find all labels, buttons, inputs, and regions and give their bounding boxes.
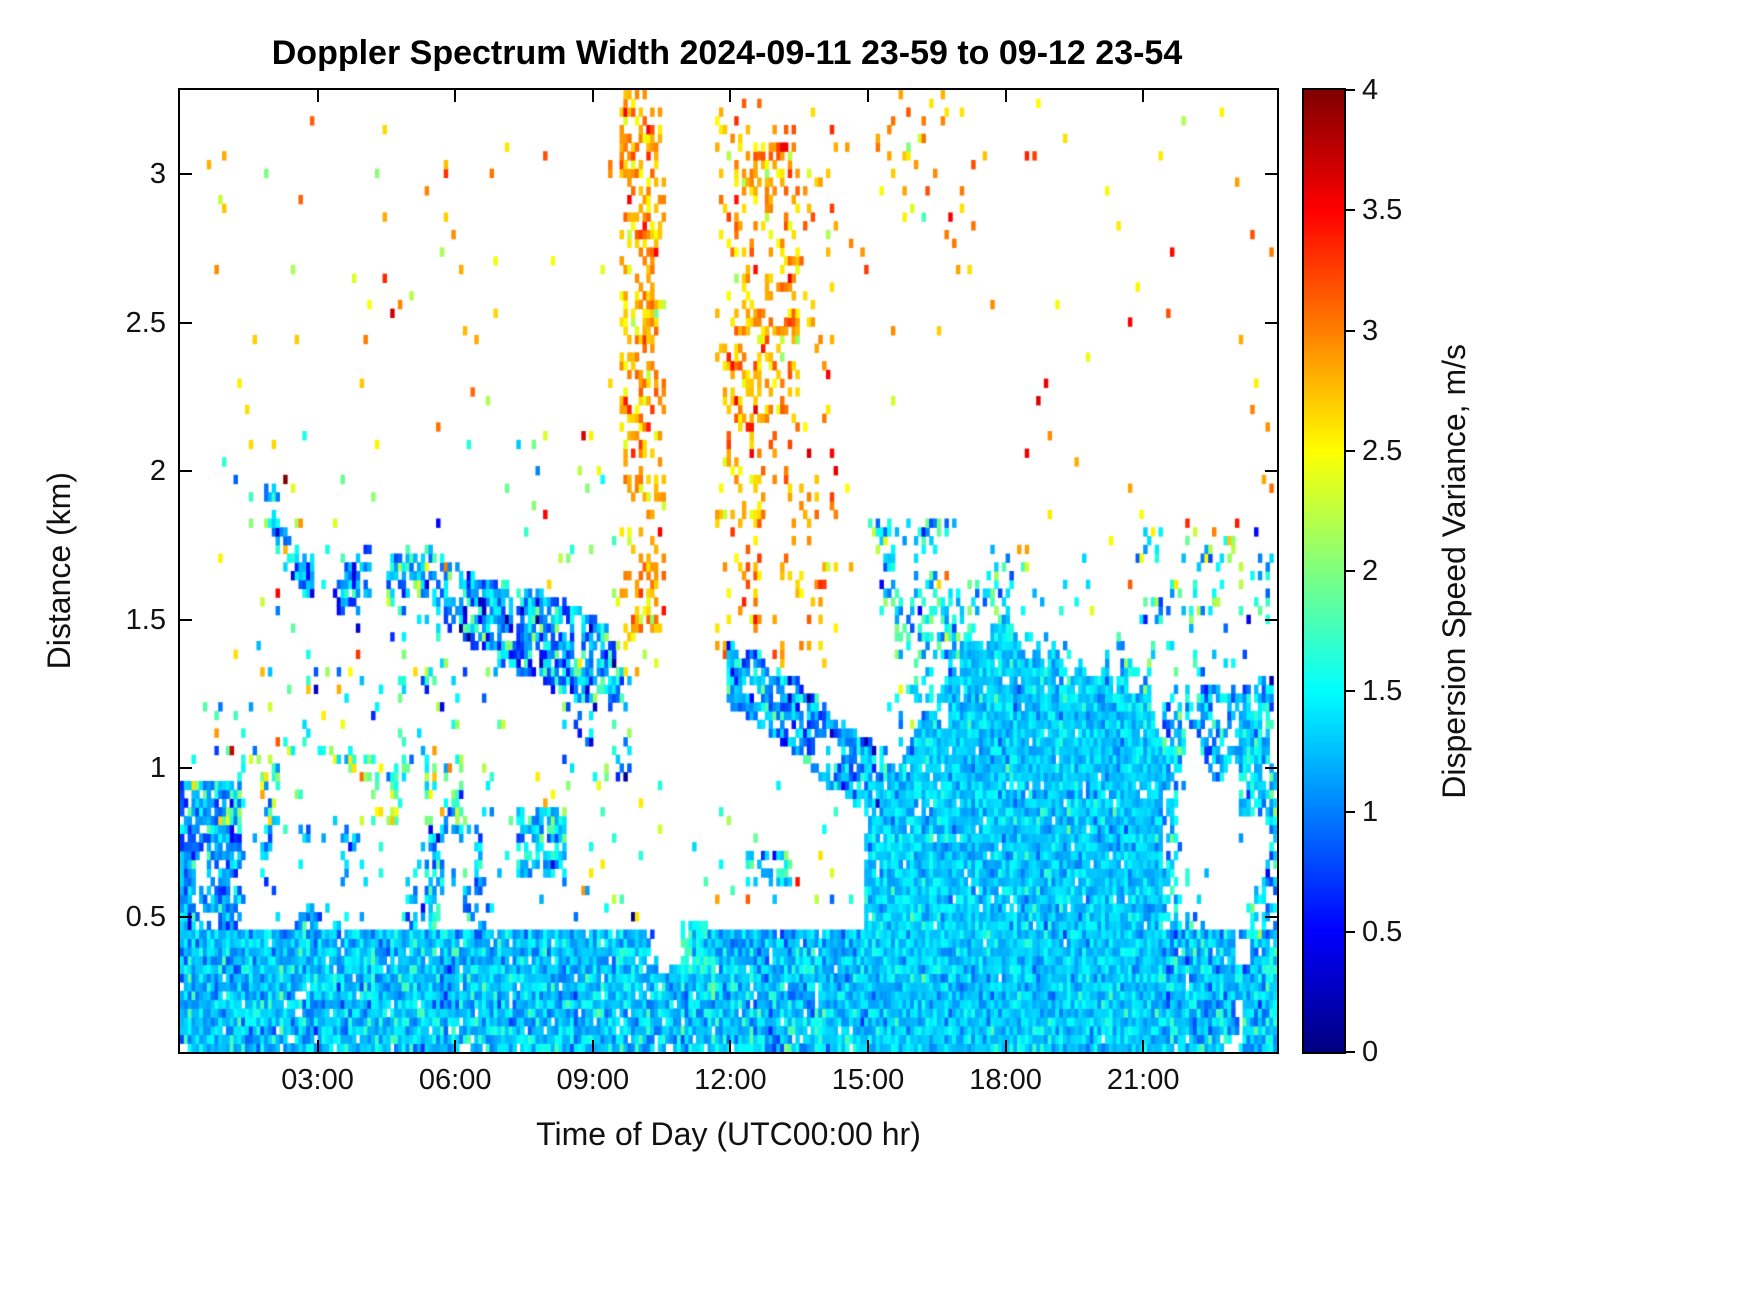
x-tick-mark bbox=[591, 1040, 594, 1052]
colorbar-tick-label: 2 bbox=[1362, 555, 1379, 587]
y-tick-mark-right bbox=[1265, 767, 1277, 770]
x-axis-label: Time of Day (UTC00:00 hr) bbox=[536, 1116, 921, 1152]
colorbar-tick-label: 2.5 bbox=[1362, 434, 1403, 467]
plot-area bbox=[178, 88, 1279, 1054]
y-tick-mark-right bbox=[1265, 916, 1277, 919]
y-tick-mark-right bbox=[1265, 618, 1277, 621]
y-tick-mark bbox=[180, 916, 192, 919]
x-tick-mark-top bbox=[1142, 90, 1145, 102]
x-tick-label: 12:00 bbox=[694, 1064, 767, 1096]
colorbar-tick-label: 1.5 bbox=[1362, 675, 1403, 708]
y-tick-mark-right bbox=[1265, 173, 1277, 176]
colorbar-tick-label: 0 bbox=[1362, 1036, 1379, 1068]
colorbar-tick-label: 0.5 bbox=[1362, 915, 1403, 948]
x-tick-label: 06:00 bbox=[418, 1064, 492, 1096]
colorbar-tick-label: 3.5 bbox=[1362, 194, 1403, 227]
y-tick-mark bbox=[180, 470, 192, 473]
x-tick-label: 18:00 bbox=[969, 1064, 1042, 1096]
x-tick-label: 03:00 bbox=[281, 1064, 354, 1096]
colorbar-tick-label: 1 bbox=[1362, 795, 1379, 828]
colorbar-tick-mark bbox=[1346, 329, 1355, 332]
x-tick-mark bbox=[454, 1040, 457, 1052]
colorbar-tick-mark bbox=[1346, 89, 1355, 91]
colorbar-tick-mark bbox=[1346, 930, 1355, 933]
x-tick-mark-top bbox=[316, 90, 319, 102]
y-tick-label: 2 bbox=[149, 455, 166, 488]
y-tick-mark-right bbox=[1265, 470, 1277, 473]
y-tick-mark-right bbox=[1265, 321, 1277, 324]
x-tick-mark-top bbox=[591, 90, 594, 102]
y-tick-label: 2.5 bbox=[125, 306, 166, 339]
x-tick-label: 09:00 bbox=[556, 1064, 630, 1096]
x-tick-mark bbox=[1142, 1040, 1145, 1052]
chart-title: Doppler Spectrum Width 2024-09-11 23-59 … bbox=[271, 34, 1183, 72]
colorbar-tick-label: 3 bbox=[1362, 314, 1379, 347]
colorbar-tick-mark bbox=[1346, 570, 1355, 572]
x-tick-mark bbox=[867, 1040, 869, 1052]
x-tick-mark bbox=[316, 1040, 319, 1052]
y-tick-label: 1 bbox=[149, 752, 166, 785]
x-tick-label: 15:00 bbox=[831, 1064, 905, 1096]
heatmap-canvas bbox=[180, 90, 1277, 1052]
x-tick-mark-top bbox=[867, 90, 869, 102]
colorbar-tick-mark bbox=[1346, 1051, 1355, 1053]
colorbar-tick-mark bbox=[1346, 810, 1355, 813]
x-tick-mark-top bbox=[729, 90, 732, 102]
x-tick-label: 21:00 bbox=[1106, 1064, 1180, 1096]
x-tick-mark-top bbox=[1004, 90, 1007, 102]
y-axis-label: Distance (km) bbox=[40, 472, 77, 670]
y-tick-mark bbox=[180, 618, 192, 621]
y-tick-label: 3 bbox=[149, 158, 166, 191]
y-tick-label: 1.5 bbox=[125, 603, 166, 636]
x-tick-mark bbox=[729, 1040, 732, 1052]
x-tick-mark bbox=[1004, 1040, 1007, 1052]
y-tick-mark bbox=[180, 321, 192, 324]
colorbar-tick-label: 4 bbox=[1362, 74, 1379, 106]
x-tick-mark-top bbox=[454, 90, 457, 102]
y-tick-label: 0.5 bbox=[125, 901, 166, 934]
y-tick-mark bbox=[180, 173, 192, 176]
colorbar-tick-mark bbox=[1346, 209, 1355, 212]
colorbar-canvas bbox=[1304, 90, 1344, 1052]
colorbar-tick-mark bbox=[1346, 449, 1355, 452]
y-tick-mark bbox=[180, 767, 192, 770]
colorbar bbox=[1302, 88, 1346, 1054]
colorbar-tick-mark bbox=[1346, 690, 1355, 693]
